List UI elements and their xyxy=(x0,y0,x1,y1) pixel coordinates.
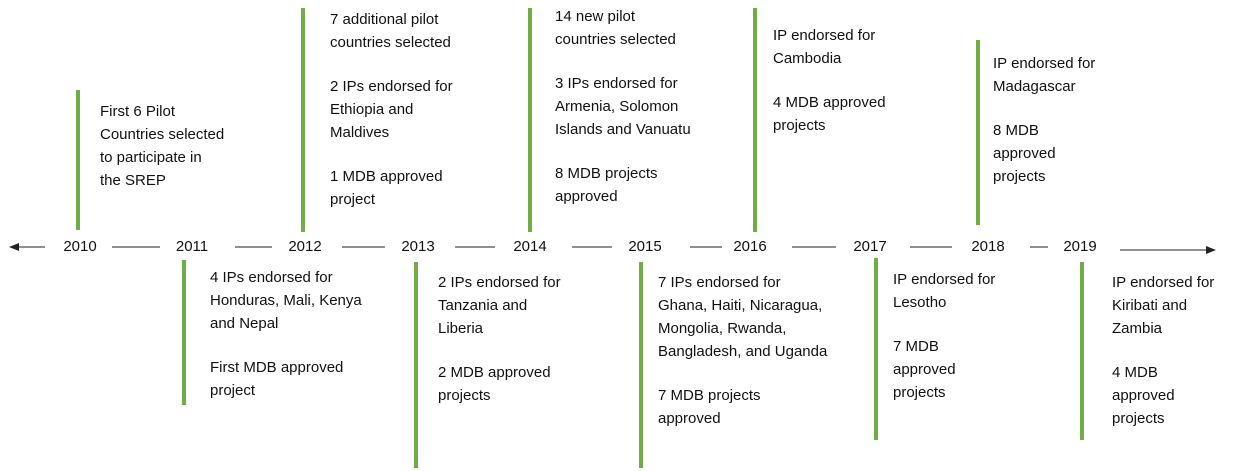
event-text: 2 IPs endorsed for xyxy=(438,274,561,291)
event-text: Ethiopia and xyxy=(330,101,413,118)
year-label: 2015 xyxy=(628,238,661,255)
event-text: 4 IPs endorsed for xyxy=(210,269,333,286)
event-text: Liberia xyxy=(438,320,484,337)
event-text: IP endorsed for xyxy=(1112,274,1214,291)
event-text: Honduras, Mali, Kenya xyxy=(210,292,362,309)
event-text: Countries selected xyxy=(100,126,224,143)
event-text: project xyxy=(210,382,256,399)
event-text: Islands and Vanuatu xyxy=(555,121,691,138)
year-label: 2011 xyxy=(176,238,208,255)
event-text: 7 MDB xyxy=(893,338,939,355)
event-text: Ghana, Haiti, Nicaragua, xyxy=(658,297,822,314)
year-label: 2013 xyxy=(401,238,434,255)
event-text: approved xyxy=(658,410,721,427)
event-text: Maldives xyxy=(330,124,389,141)
year-label: 2010 xyxy=(63,238,96,255)
year-label: 2012 xyxy=(288,238,321,255)
event-text: Zambia xyxy=(1112,320,1163,337)
year-label: 2016 xyxy=(733,238,766,255)
event-text: approved xyxy=(993,145,1056,162)
event-text: projects xyxy=(993,168,1046,185)
event-text: Cambodia xyxy=(773,50,842,67)
event-text: 2 MDB approved xyxy=(438,364,551,381)
event-text: IP endorsed for xyxy=(893,271,995,288)
event-text: 7 additional pilot xyxy=(330,11,439,28)
event-text: Mongolia, Rwanda, xyxy=(658,320,786,337)
year-label: 2014 xyxy=(513,238,546,255)
event-text: 1 MDB approved xyxy=(330,168,443,185)
event-text: 7 MDB projects xyxy=(658,387,761,404)
event-text: and Nepal xyxy=(210,315,278,332)
year-label: 2018 xyxy=(971,238,1004,255)
event-text: IP endorsed for xyxy=(773,27,875,44)
event-text: projects xyxy=(893,384,946,401)
event-text: Bangladesh, and Uganda xyxy=(658,343,828,360)
event-text: projects xyxy=(438,387,491,404)
event-text: Madagascar xyxy=(993,78,1076,95)
event-text: Tanzania and xyxy=(438,297,527,314)
event-text: Lesotho xyxy=(893,294,946,311)
event-text: approved xyxy=(893,361,956,378)
event-text: countries selected xyxy=(555,31,676,48)
event-text: IP endorsed for xyxy=(993,55,1095,72)
event-text: First MDB approved xyxy=(210,359,343,376)
event-text: Kiribati and xyxy=(1112,297,1187,314)
event-text: approved xyxy=(1112,387,1175,404)
event-text: First 6 Pilot xyxy=(100,103,176,120)
event-text: 4 MDB approved xyxy=(773,94,886,111)
event-text: 14 new pilot xyxy=(555,8,636,25)
year-label: 2019 xyxy=(1063,238,1096,255)
year-label: 2017 xyxy=(853,238,886,255)
event-text: countries selected xyxy=(330,34,451,51)
event-text: the SREP xyxy=(100,172,166,189)
event-text: 7 IPs endorsed for xyxy=(658,274,781,291)
event-text: approved xyxy=(555,188,618,205)
event-text: 8 MDB xyxy=(993,122,1039,139)
event-text: projects xyxy=(773,117,826,134)
event-text: Armenia, Solomon xyxy=(555,98,678,115)
event-text: 4 MDB xyxy=(1112,364,1158,381)
event-text: project xyxy=(330,191,376,208)
event-text: projects xyxy=(1112,410,1165,427)
event-text: 3 IPs endorsed for xyxy=(555,75,678,92)
event-text: to participate in xyxy=(100,149,202,166)
event-text: 2 IPs endorsed for xyxy=(330,78,453,95)
event-text: 8 MDB projects xyxy=(555,165,658,182)
